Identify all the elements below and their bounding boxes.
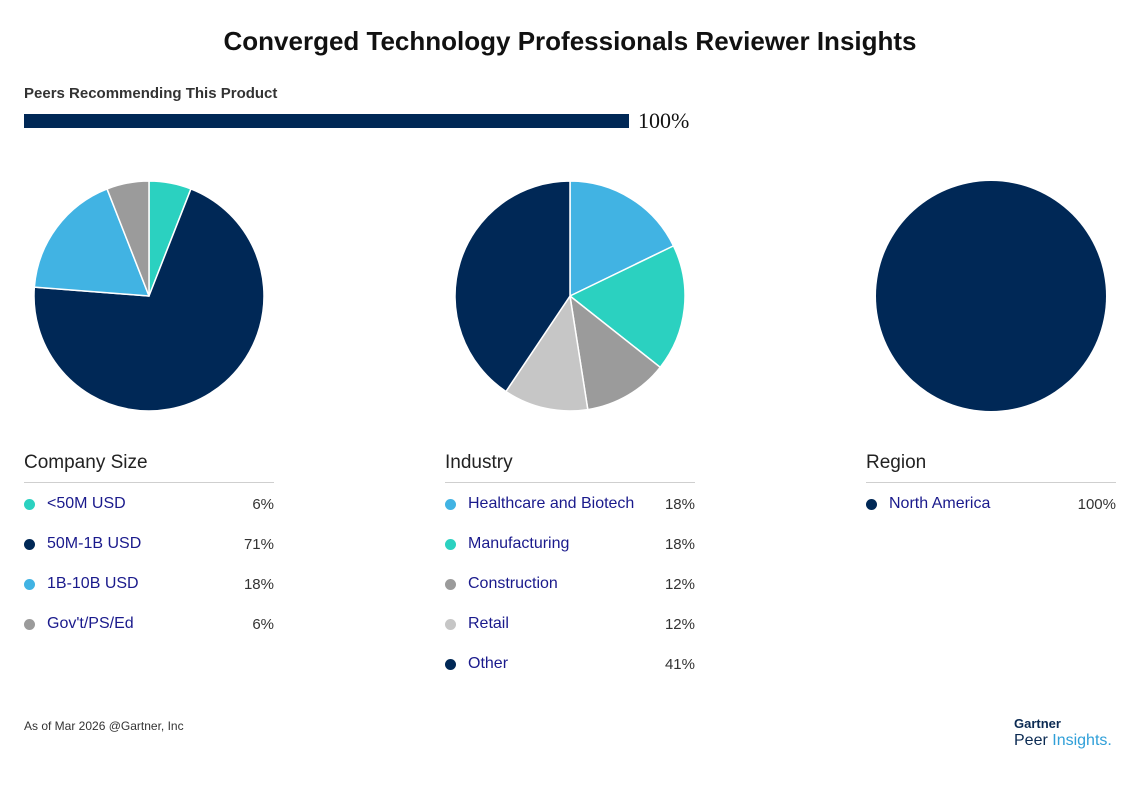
legend-item[interactable]: 50M-1B USD 71% [24,523,274,563]
industry-pie [450,176,690,416]
company-size-title: Company Size [24,452,274,483]
company-size-panel: Company Size <50M USD 6% 50M-1B USD 71% 1B-1… [24,452,274,643]
pie-slice-construction[interactable] [569,295,661,411]
recommend-bar-fill [24,114,629,128]
legend-percentage: 6% [252,496,274,513]
pie-slice-1b-10b-usd[interactable] [33,188,150,297]
legend-label[interactable]: Manufacturing [468,535,570,552]
legend-item[interactable]: Gov't/PS/Ed 6% [24,603,274,643]
legend-dot-icon [445,659,456,670]
pie-slice-gov-t-ps-ed[interactable] [106,180,150,297]
legend-label[interactable]: North America [889,495,991,512]
legend-dot-icon [445,579,456,590]
legend-label[interactable]: 50M-1B USD [47,535,142,552]
brand-insights: Insights. [1052,732,1112,749]
legend-dot-icon [445,499,456,510]
legend-item[interactable]: Manufacturing 18% [445,523,695,563]
company-size-legend: <50M USD 6% 50M-1B USD 71% 1B-10B USD 18% Gov'… [24,483,274,643]
legend-percentage: 12% [664,616,695,633]
recommend-label: Peers Recommending This Product [24,85,278,102]
industry-panel: Industry Healthcare and Biotech 18% Manufa… [445,452,695,683]
legend-dot-icon [445,619,456,630]
legend-percentage: 12% [664,576,695,593]
legend-item[interactable]: 1B-10B USD 18% [24,563,274,603]
legend-percentage: 6% [252,616,274,633]
legend-label[interactable]: Other [468,655,509,672]
region-legend: North America 100% [866,483,1116,523]
legend-percentage: 18% [243,576,274,593]
region-pie [871,176,1111,416]
legend-item[interactable]: Healthcare and Biotech 18% [445,483,695,523]
legend-label[interactable]: Healthcare and Biotech [468,495,635,512]
recommend-bar [24,114,629,128]
legend-label[interactable]: <50M USD [47,495,126,512]
legend-item[interactable]: Retail 12% [445,603,695,643]
recommend-value: 100% [638,108,690,133]
pie-slice-50m-1b-usd[interactable] [33,188,265,412]
legend-percentage: 71% [243,536,274,553]
pie-slice-healthcare-and-biotech[interactable] [569,180,675,297]
company-size-pie [29,176,269,416]
industry-title: Industry [445,452,695,483]
legend-item[interactable]: North America 100% [866,483,1116,523]
pie-slice-manufacturing[interactable] [569,245,686,369]
legend-percentage: 18% [664,496,695,513]
brand-peer: Peer [1014,732,1048,749]
legend-dot-icon [24,499,35,510]
legend-percentage: 100% [1077,496,1116,513]
legend-dot-icon [24,579,35,590]
legend-item[interactable]: Construction 12% [445,563,695,603]
legend-label[interactable]: Construction [468,575,558,592]
footer-text: As of Mar 2026 @Gartner, Inc [24,719,184,733]
pie-slice-other[interactable] [454,180,571,393]
legend-label[interactable]: Retail [468,615,509,632]
brand-gartner: Gartner [1014,716,1061,731]
legend-dot-icon [24,619,35,630]
region-panel: Region North America 100% [866,452,1116,523]
pie-slice-retail[interactable] [505,295,589,412]
legend-dot-icon [445,539,456,550]
pie-slice-north-america[interactable] [876,181,1106,411]
gartner-peer-insights-logo[interactable]: Gartner Peer Insights. [1014,716,1112,750]
industry-legend: Healthcare and Biotech 18% Manufacturing 18… [445,483,695,683]
legend-percentage: 41% [664,656,695,673]
legend-label[interactable]: Gov't/PS/Ed [47,615,134,632]
legend-item[interactable]: Other 41% [445,643,695,683]
page-title: Converged Technology Professionals Revie… [223,26,917,56]
legend-label[interactable]: 1B-10B USD [47,575,139,592]
legend-dot-icon [866,499,877,510]
region-title: Region [866,452,1116,483]
legend-item[interactable]: <50M USD 6% [24,483,274,523]
legend-percentage: 18% [664,536,695,553]
legend-dot-icon [24,539,35,550]
